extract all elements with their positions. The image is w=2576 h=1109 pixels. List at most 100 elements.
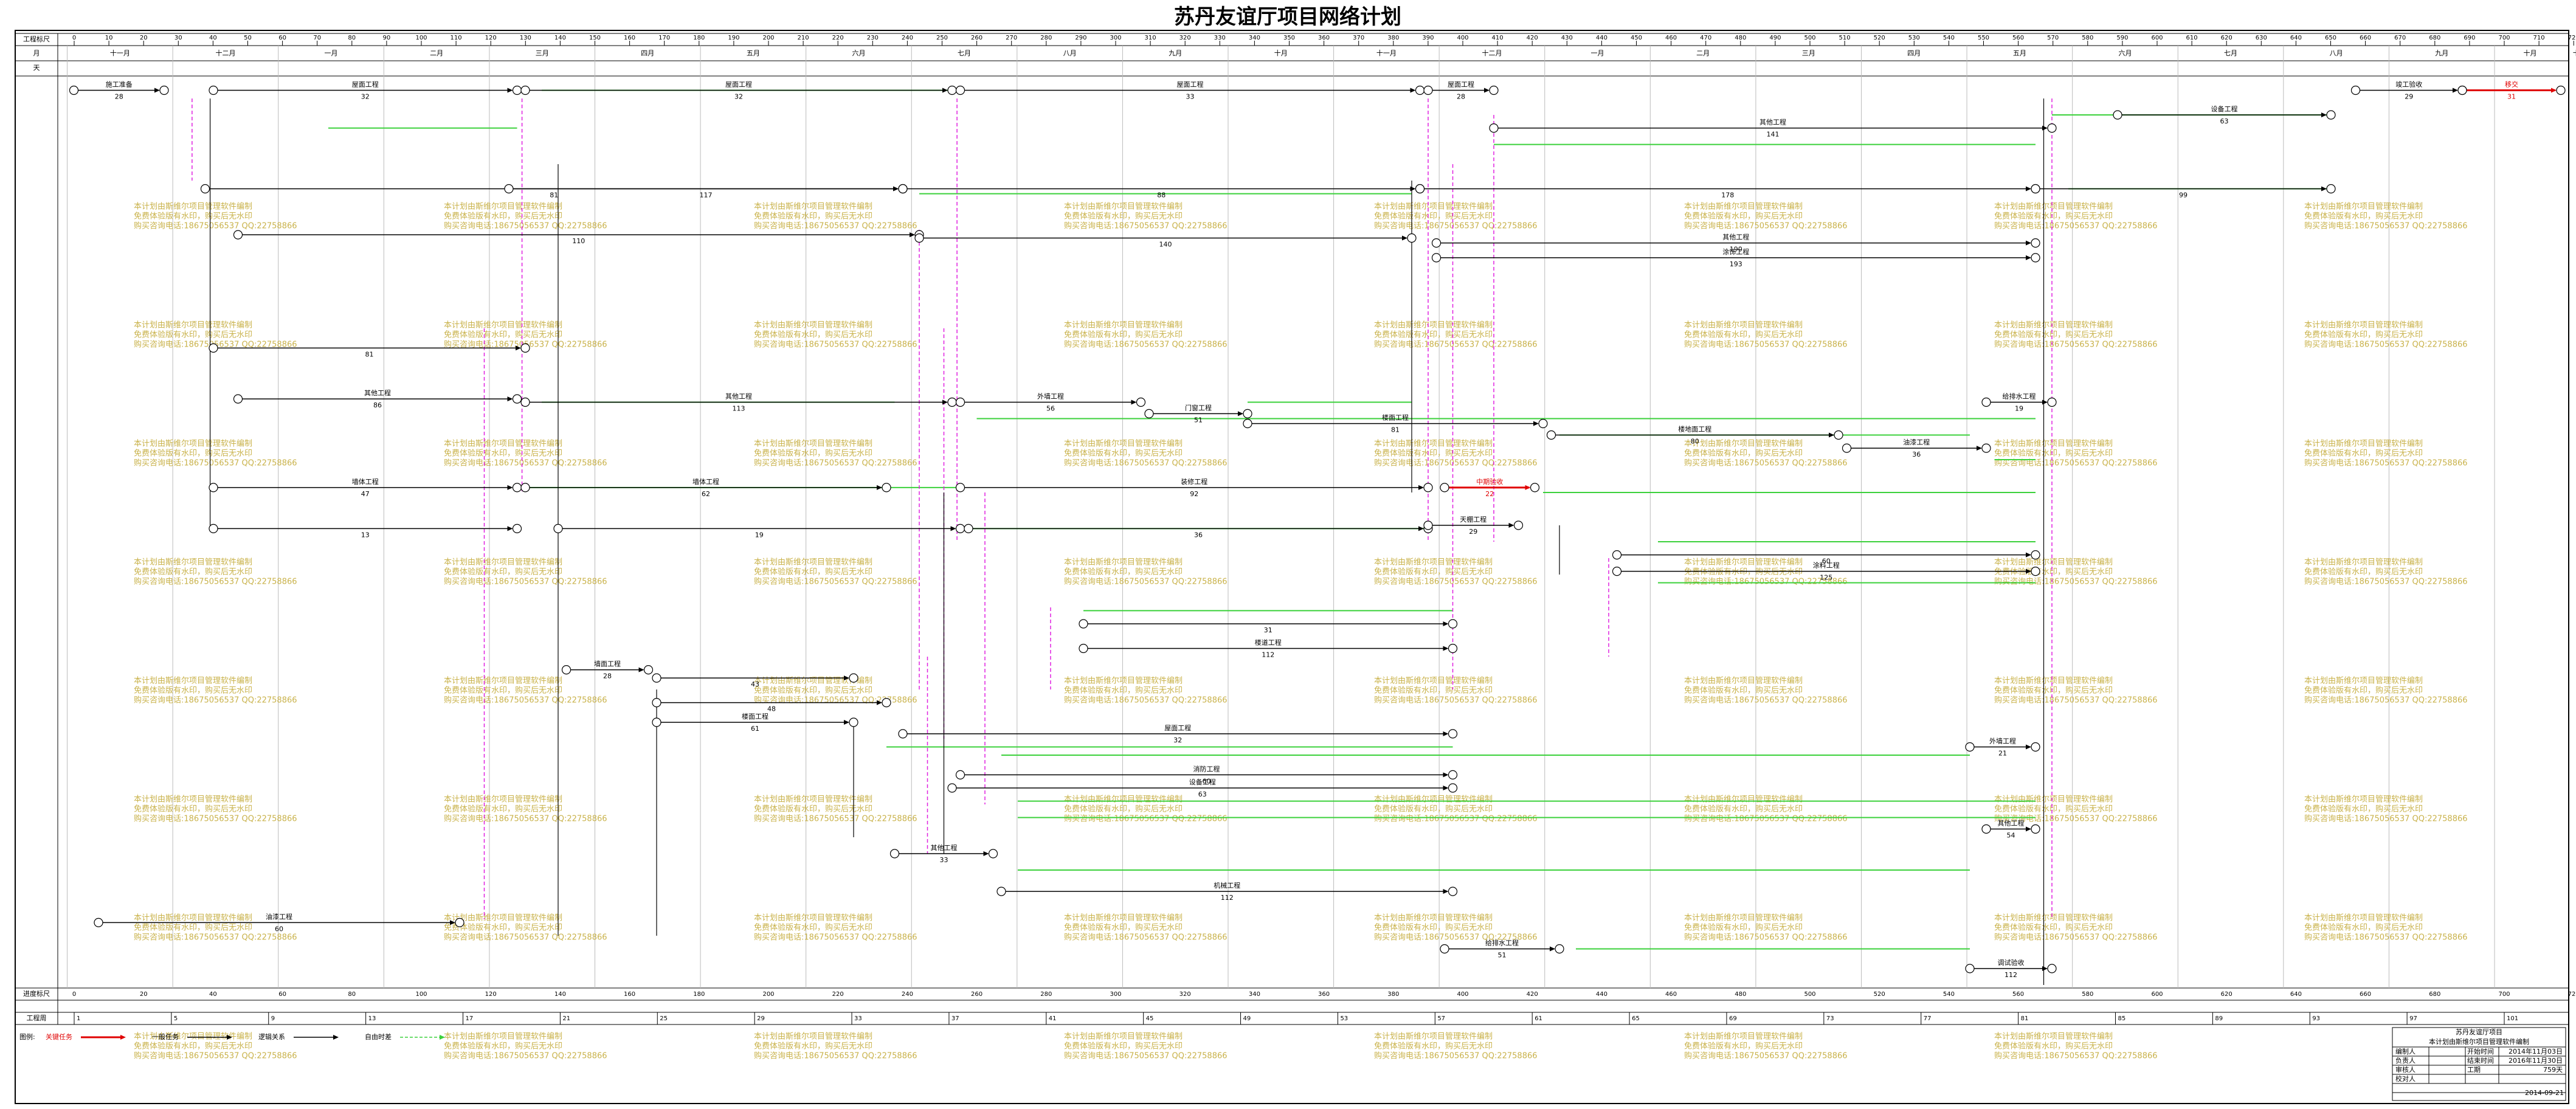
activity-duration: 33 [940,856,948,864]
arrow-head [2026,552,2031,558]
ruler-label: 700 [2498,35,2510,41]
ruler-label: 80 [348,35,356,41]
activity-duration: 110 [572,237,585,245]
arrow-head [844,675,849,681]
watermark: 购买咨询电话:18675056537 QQ:22758866 [2304,458,2468,468]
watermark: 免费体验版有水印，购买后无水印 [1994,330,2113,340]
node [1136,397,1146,407]
activity-label: 油漆工程 [1903,438,1930,446]
watermark: 免费体验版有水印，购买后无水印 [754,212,872,221]
arrow-head [1443,646,1449,651]
node [209,85,218,95]
watermark: 本计划由斯维尔项目管理软件编制 [444,677,562,686]
activity-duration: 92 [1190,490,1198,498]
week: 33 [854,1015,862,1022]
watermark: 购买咨询电话:18675056537 QQ:22758866 [1684,1051,1848,1061]
node [2031,550,2040,560]
ruler-label: 210 [798,35,809,41]
footer-ruler-label: 600 [2151,991,2163,998]
ruler-label: 660 [2360,35,2371,41]
ruler-label: 160 [624,35,635,41]
node [1448,729,1458,739]
activity-duration: 81 [1391,426,1400,434]
watermark: 购买咨询电话:18675056537 QQ:22758866 [2304,814,2468,824]
ruler-label: 590 [2116,35,2128,41]
node [512,85,522,95]
month: 三月 [536,49,549,57]
watermark: 本计划由斯维尔项目管理软件编制 [754,1032,872,1042]
arrow-head [1418,485,1424,490]
ruler-label: 60 [278,35,286,41]
activity-duration: 47 [361,490,370,498]
arrow-head [507,88,513,93]
activity-duration: 32 [361,93,370,101]
arrow-head [2026,255,2031,260]
watermark: 免费体验版有水印，购买后无水印 [444,212,562,221]
watermark: 本计划由斯维尔项目管理软件编制 [1064,677,1183,686]
month: 七月 [958,49,971,57]
watermark: 免费体验版有水印，购买后无水印 [1064,923,1183,933]
watermark: 免费体验版有水印，购买后无水印 [2304,449,2423,458]
ruler-label: 680 [2429,35,2440,41]
arrow-head [877,485,882,490]
arrow-head [1533,421,1539,426]
node [1431,253,1442,263]
week: 29 [757,1015,765,1022]
watermark: 本计划由斯维尔项目管理软件编制 [1994,440,2113,449]
watermark: 购买咨询电话:18675056537 QQ:22758866 [1684,814,1848,824]
footer-ruler-label: 540 [1943,991,1955,998]
activity-label: 施工准备 [106,80,133,89]
watermark: 免费体验版有水印，购买后无水印 [1994,1042,2113,1051]
watermark: 本计划由斯维尔项目管理软件编制 [2304,677,2423,686]
watermark: 本计划由斯维尔项目管理软件编制 [134,677,252,686]
week: 93 [2312,1015,2320,1022]
month: 三月 [1802,49,1815,57]
arrow-head [507,396,513,402]
ruler-label: 380 [1387,35,1399,41]
activity-label: 外墙工程 [1037,392,1064,401]
activity-duration: 33 [1186,93,1195,101]
activity-label: 屋面工程 [1164,724,1191,732]
node [955,523,965,534]
footer-ruler-label: 80 [348,991,356,998]
week: 73 [1826,1015,1834,1022]
activity-duration: 51 [1498,952,1507,959]
ruler-label: 520 [1874,35,1885,41]
node [882,483,891,492]
watermark: 购买咨询电话:18675056537 QQ:22758866 [1684,458,1848,468]
watermark: 免费体验版有水印，购买后无水印 [754,449,872,458]
watermark: 本计划由斯维尔项目管理软件编制 [754,202,872,212]
month: 六月 [852,49,865,57]
node [1538,418,1548,429]
watermark: 本计划由斯维尔项目管理软件编制 [2304,440,2423,449]
watermark: 本计划由斯维尔项目管理软件编制 [444,795,562,804]
footer-ruler-label: 500 [1804,991,1815,998]
footer-ruler-label: 460 [1665,991,1677,998]
node [889,849,900,859]
frame [15,30,2569,1104]
watermark: 购买咨询电话:18675056537 QQ:22758866 [754,577,917,587]
watermark: 购买咨询电话:18675056537 QQ:22758866 [1374,1051,1538,1061]
arrow-head [2026,186,2031,192]
footer-ruler-label: 480 [1735,991,1746,998]
footer-ruler-label: 60 [278,991,286,998]
watermark: 购买咨询电话:18675056537 QQ:22758866 [2304,221,2468,231]
ruler-label: 420 [1527,35,1538,41]
arrow-head [2026,240,2031,246]
watermark: 本计划由斯维尔项目管理软件编制 [444,440,562,449]
watermark: 免费体验版有水印，购买后无水印 [1684,804,1803,814]
legend-label: 一般任务 [152,1033,179,1041]
activity-duration: 63 [2220,117,2229,125]
week: 85 [2118,1015,2125,1022]
node [1612,550,1622,560]
watermark: 购买咨询电话:18675056537 QQ:22758866 [134,814,297,824]
arrow-head [844,720,849,725]
watermark: 购买咨询电话:18675056537 QQ:22758866 [1374,577,1538,587]
legend-label: 关键任务 [46,1032,72,1041]
month: 十一月 [2573,49,2576,57]
activity-duration: 112 [2005,971,2017,979]
watermark: 免费体验版有水印，购买后无水印 [134,923,252,933]
watermark: 本计划由斯维尔项目管理软件编制 [1684,1032,1803,1042]
arrow-head [1410,88,1416,93]
ruler-label: 工程标尺 [23,35,50,43]
